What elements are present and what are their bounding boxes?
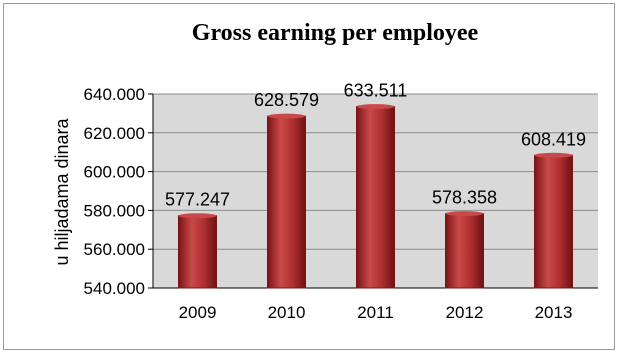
x-tick-label: 2009 bbox=[179, 303, 217, 322]
x-tick-label: 2013 bbox=[535, 303, 573, 322]
bar bbox=[356, 106, 395, 289]
x-tick-label: 2012 bbox=[446, 303, 484, 322]
y-tick-label: 600.000 bbox=[84, 163, 145, 182]
data-label: 628.579 bbox=[254, 90, 319, 110]
bar-cap bbox=[356, 104, 395, 110]
data-label: 608.419 bbox=[521, 129, 586, 149]
bar bbox=[267, 115, 306, 289]
data-label: 578.358 bbox=[432, 188, 497, 208]
data-label: 633.511 bbox=[344, 81, 408, 101]
x-tick-label: 2010 bbox=[268, 303, 306, 322]
y-tick-label: 620.000 bbox=[84, 124, 145, 143]
x-tick-label: 2011 bbox=[357, 303, 394, 322]
chart-title: Gross earning per employee bbox=[192, 20, 479, 46]
y-tick-label: 560.000 bbox=[84, 240, 145, 259]
bar-cap bbox=[267, 113, 306, 119]
y-tick-label: 580.000 bbox=[84, 201, 145, 220]
y-tick-label: 540.000 bbox=[84, 279, 145, 298]
bar-cap bbox=[178, 213, 217, 219]
bar bbox=[534, 154, 573, 289]
bar bbox=[178, 215, 217, 289]
data-label: 577.247 bbox=[165, 190, 230, 210]
y-axis-label: u hiljadama dinara bbox=[52, 117, 72, 265]
bar-cap bbox=[534, 152, 573, 158]
bar-cap bbox=[445, 211, 484, 217]
y-tick-label: 640.000 bbox=[84, 85, 145, 104]
bar bbox=[445, 213, 484, 289]
